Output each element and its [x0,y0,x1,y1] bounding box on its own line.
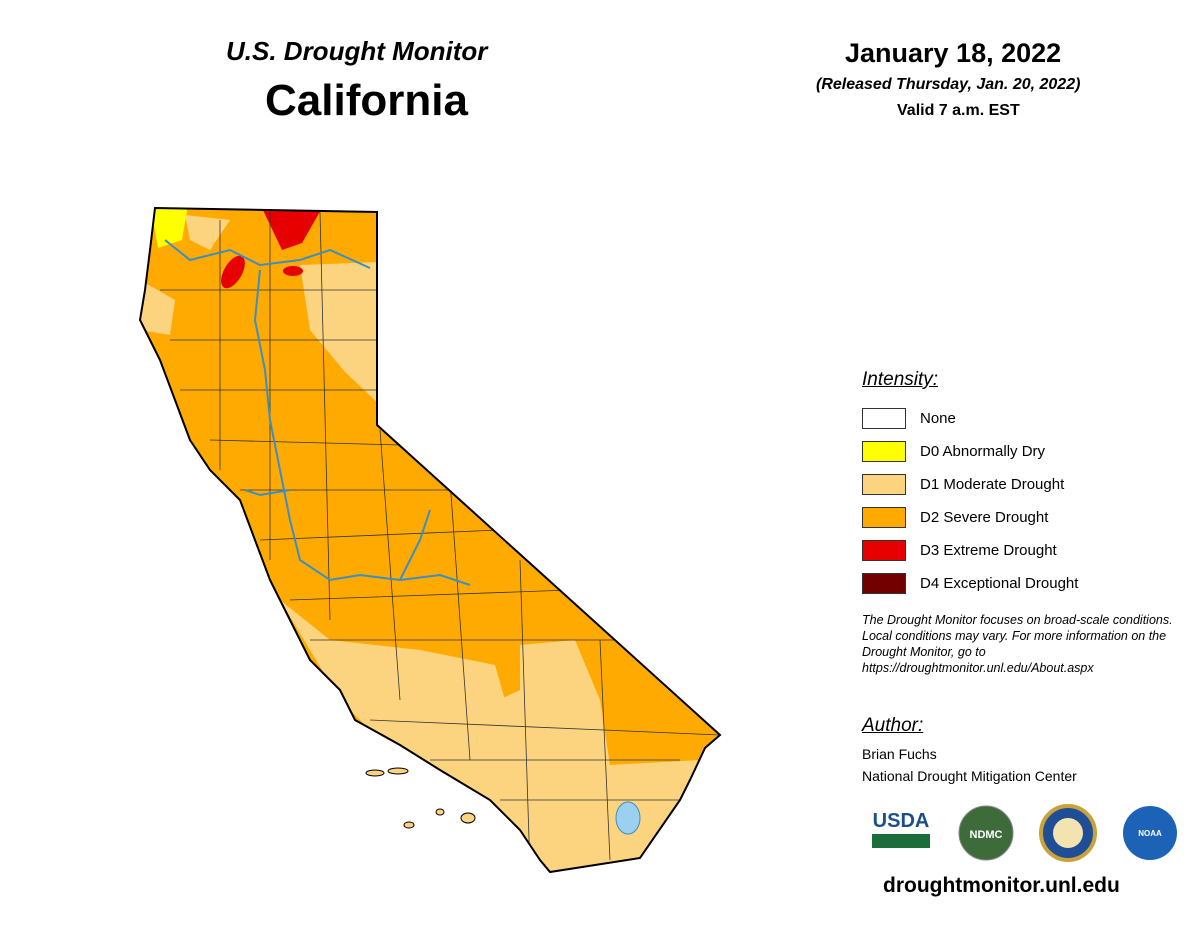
title: U.S. Drought Monitor [226,36,488,66]
date: January 18, 2022 [845,38,1062,68]
legend-swatch [862,408,906,429]
salton-sea [615,801,641,835]
legend-title: Intensity: [862,369,939,390]
note: The Drought Monitor focuses on broad-sca… [862,613,1173,675]
logo-text: NDMC [970,829,1003,841]
d1-area [185,215,230,250]
rivers [164,239,471,586]
legend-swatch [862,474,906,495]
state-name: California [265,76,468,125]
d0-area [150,208,188,248]
d1-area [140,280,175,335]
author-title: Author: [862,715,924,736]
legend-swatch [862,573,906,594]
legend: None D0 Abnormally Dry D1 Moderate Drought… [862,402,1078,600]
legend-swatch [862,507,906,528]
ndmc-logo [958,805,1014,861]
logo-text: USDA [873,810,930,832]
legend-label: D3 Extreme Drought [920,542,1057,559]
legend-item: D4 Exceptional Drought [862,567,1078,600]
d3-area [262,208,322,250]
county-lines [160,211,720,871]
d3-area [221,255,245,289]
legend-label: None [920,410,956,427]
footer-url: droughtmonitor.unl.edu [883,874,1120,897]
legend-label: D4 Exceptional Drought [920,575,1079,592]
usda-logo-bar [872,834,930,848]
noaa-logo [1123,806,1177,860]
valid-time: Valid 7 a.m. EST [897,102,1020,119]
legend-swatch [862,441,906,462]
legend-item: None [862,402,1078,435]
legend-item: D1 Moderate Drought [862,468,1078,501]
state-outline [138,206,722,874]
legend-item: D3 Extreme Drought [862,534,1078,567]
release-date: (Released Thursday, Jan. 20, 2022) [816,76,1081,93]
legend-item: D0 Abnormally Dry [862,435,1078,468]
legend-item: D2 Severe Drought [862,501,1078,534]
d3-area [283,266,303,276]
author-org: National Drought Mitigation Center [862,768,1077,784]
d1-area [280,600,700,872]
author-name: Brian Fuchs [862,746,937,762]
legend-label: D0 Abnormally Dry [920,443,1046,460]
drought-areas [140,208,720,872]
logo-text: NOAA [1138,829,1162,838]
commerce-logo-inner [1053,818,1083,848]
map [138,206,722,874]
logos: USDA NDMC NOAA [872,804,1177,862]
d1-area [300,262,380,405]
legend-swatch [862,540,906,561]
legend-label: D1 Moderate Drought [920,476,1065,493]
legend-label: D2 Severe Drought [920,509,1049,526]
islands [365,767,476,829]
